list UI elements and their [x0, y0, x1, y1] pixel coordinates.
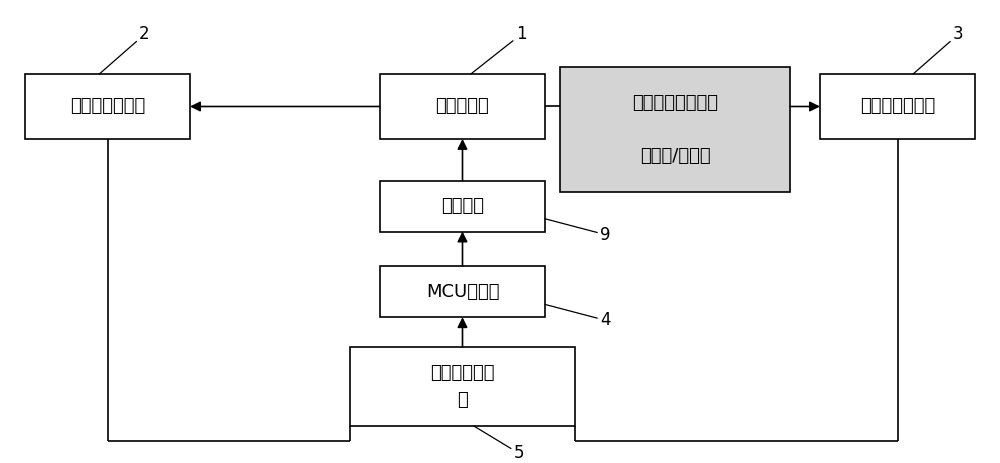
Text: 光电发射管: 光电发射管 — [436, 98, 489, 115]
Bar — [820, 74, 975, 139]
Text: 总辐射传感器球罩

反射和/或散射: 总辐射传感器球罩 反射和/或散射 — [632, 94, 718, 165]
Text: 光信号处理模
块: 光信号处理模 块 — [430, 364, 495, 409]
Text: 9: 9 — [545, 219, 611, 244]
Text: 2: 2 — [99, 25, 150, 74]
Text: 4: 4 — [545, 305, 611, 329]
Bar — [560, 67, 790, 192]
Bar — [380, 181, 545, 232]
Text: 5: 5 — [474, 426, 524, 463]
Bar — [25, 74, 190, 139]
Text: 1: 1 — [471, 25, 526, 74]
Text: 第二光电接收管: 第二光电接收管 — [860, 98, 935, 115]
Text: MCU处理器: MCU处理器 — [426, 283, 499, 300]
Bar — [380, 74, 545, 139]
Text: 第一光电接收管: 第一光电接收管 — [70, 98, 145, 115]
Text: 驱动电路: 驱动电路 — [441, 197, 484, 215]
Text: 3: 3 — [913, 25, 964, 74]
Bar — [380, 266, 545, 317]
Bar — [350, 347, 575, 426]
